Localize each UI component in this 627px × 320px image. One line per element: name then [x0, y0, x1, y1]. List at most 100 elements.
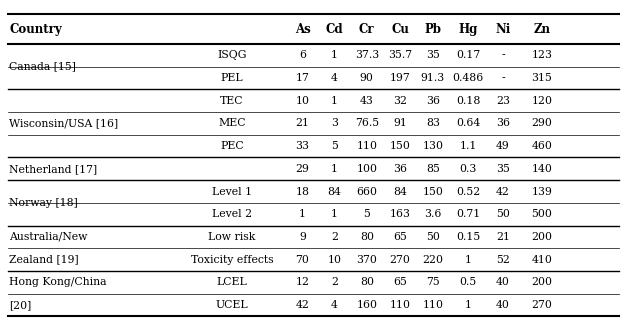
Text: 5: 5 [364, 209, 370, 219]
Text: 270: 270 [389, 255, 411, 265]
Text: 1: 1 [299, 209, 306, 219]
Text: 110: 110 [356, 141, 377, 151]
Text: 0.18: 0.18 [456, 96, 480, 106]
Text: Cr: Cr [359, 23, 374, 36]
Text: 36: 36 [426, 96, 440, 106]
Text: 130: 130 [423, 141, 443, 151]
Text: As: As [295, 23, 310, 36]
Text: Cu: Cu [391, 23, 409, 36]
Text: 0.64: 0.64 [456, 118, 480, 128]
Text: 0.3: 0.3 [460, 164, 477, 174]
Text: 290: 290 [531, 118, 552, 128]
Text: 0.486: 0.486 [453, 73, 484, 83]
Text: 110: 110 [389, 300, 411, 310]
Text: 123: 123 [531, 50, 552, 60]
Text: 84: 84 [393, 187, 407, 196]
Text: 80: 80 [360, 277, 374, 287]
Text: 1.1: 1.1 [460, 141, 477, 151]
Text: 2: 2 [331, 277, 338, 287]
Text: 3.6: 3.6 [424, 209, 441, 219]
Text: Canada [15]: Canada [15] [9, 61, 76, 72]
Text: 42: 42 [496, 187, 510, 196]
Text: PEL: PEL [221, 73, 243, 83]
Text: 1: 1 [465, 300, 472, 310]
Text: 4: 4 [331, 300, 338, 310]
Text: 36: 36 [393, 164, 407, 174]
Text: 120: 120 [531, 96, 552, 106]
Text: 1: 1 [331, 164, 338, 174]
Text: 91.3: 91.3 [421, 73, 445, 83]
Text: 1: 1 [331, 96, 338, 106]
Text: 270: 270 [531, 300, 552, 310]
Text: Ni: Ni [495, 23, 510, 36]
Text: 37.3: 37.3 [355, 50, 379, 60]
Text: 5: 5 [331, 141, 338, 151]
Text: -: - [501, 50, 505, 60]
Text: 0.52: 0.52 [456, 187, 480, 196]
Text: 76.5: 76.5 [355, 118, 379, 128]
Text: Australia/New: Australia/New [9, 232, 88, 242]
Text: 9: 9 [299, 232, 306, 242]
Text: 4: 4 [331, 73, 338, 83]
Text: Norway [18]: Norway [18] [9, 198, 78, 208]
Text: 80: 80 [360, 232, 374, 242]
Text: 0.71: 0.71 [456, 209, 480, 219]
Text: PEC: PEC [220, 141, 244, 151]
Text: 370: 370 [356, 255, 377, 265]
Text: 52: 52 [496, 255, 510, 265]
Text: 315: 315 [531, 73, 552, 83]
Text: 10: 10 [295, 96, 310, 106]
Text: Zn: Zn [533, 23, 551, 36]
Text: LCEL: LCEL [216, 277, 248, 287]
Text: 42: 42 [295, 300, 310, 310]
Text: Low risk: Low risk [208, 232, 256, 242]
Text: 49: 49 [496, 141, 510, 151]
Text: Country: Country [9, 23, 62, 36]
Text: 197: 197 [389, 73, 411, 83]
Text: 21: 21 [496, 232, 510, 242]
Text: 140: 140 [531, 164, 552, 174]
Text: 3: 3 [331, 118, 338, 128]
Text: Zealand [19]: Zealand [19] [9, 255, 79, 265]
Text: 23: 23 [496, 96, 510, 106]
Text: 6: 6 [299, 50, 306, 60]
Text: 110: 110 [423, 300, 443, 310]
Text: Hg: Hg [459, 23, 478, 36]
Text: 0.15: 0.15 [456, 232, 480, 242]
Text: -: - [501, 73, 505, 83]
Text: 65: 65 [393, 232, 407, 242]
Text: 83: 83 [426, 118, 440, 128]
Text: 75: 75 [426, 277, 440, 287]
Text: Netherland [17]: Netherland [17] [9, 164, 98, 174]
Text: UCEL: UCEL [216, 300, 248, 310]
Text: Toxicity effects: Toxicity effects [191, 255, 273, 265]
Text: TEC: TEC [220, 96, 244, 106]
Text: 1: 1 [331, 209, 338, 219]
Text: 85: 85 [426, 164, 440, 174]
Text: 36: 36 [496, 118, 510, 128]
Text: 200: 200 [531, 277, 552, 287]
Text: Cd: Cd [325, 23, 344, 36]
Text: 163: 163 [389, 209, 411, 219]
Text: 0.17: 0.17 [456, 50, 480, 60]
Text: Pb: Pb [424, 23, 441, 36]
Text: 150: 150 [423, 187, 443, 196]
Text: Level 2: Level 2 [212, 209, 252, 219]
Text: 50: 50 [496, 209, 510, 219]
Text: 660: 660 [356, 187, 377, 196]
Text: 2: 2 [331, 232, 338, 242]
Text: 410: 410 [531, 255, 552, 265]
Text: 18: 18 [295, 187, 310, 196]
Text: 43: 43 [360, 96, 374, 106]
Text: 160: 160 [356, 300, 377, 310]
Text: 70: 70 [295, 255, 310, 265]
Text: 91: 91 [393, 118, 407, 128]
Text: 90: 90 [360, 73, 374, 83]
Text: 220: 220 [423, 255, 443, 265]
Text: 139: 139 [531, 187, 552, 196]
Text: ISQG: ISQG [217, 50, 247, 60]
Text: 32: 32 [393, 96, 407, 106]
Text: 50: 50 [426, 232, 440, 242]
Text: 35.7: 35.7 [388, 50, 412, 60]
Text: 17: 17 [295, 73, 310, 83]
